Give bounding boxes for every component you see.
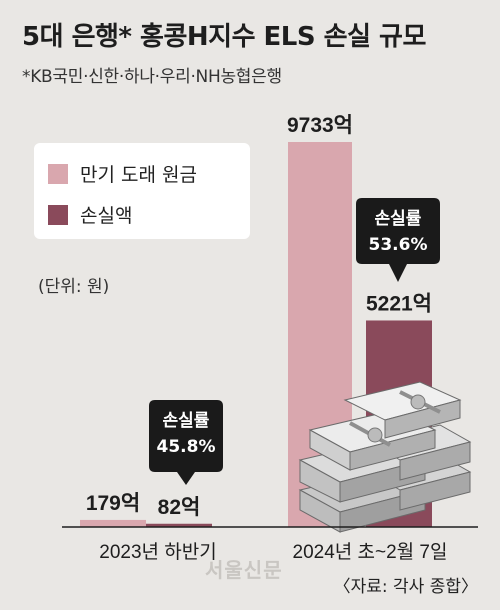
value-label-loss-0: 82억	[158, 496, 201, 519]
value-label-loss-1: 5221억	[366, 292, 432, 315]
legend-swatch-principal	[48, 163, 68, 184]
loss-rate-callout-0: 손실률 45.8%	[149, 400, 223, 485]
category-label-2024: 2024년 초~2월 7일	[293, 541, 448, 563]
source-credit: 〈자료: 각사 종합〉	[333, 577, 478, 597]
callout-label-1: 손실률	[375, 209, 422, 229]
money-stack-icon	[298, 381, 472, 533]
callout-bubble-0	[149, 400, 223, 485]
category-label-2023h2: 2023년 하반기	[99, 541, 216, 563]
legend-item-principal: 만기 도래 원금	[48, 160, 197, 187]
unit-label: (단위: 원)	[38, 277, 110, 297]
legend-swatch-loss	[48, 204, 68, 225]
bar-loss-0	[146, 523, 212, 527]
bar-principal-0	[80, 519, 146, 527]
value-label-principal-0: 179억	[86, 492, 140, 515]
legend-label-loss: 손실액	[80, 205, 133, 227]
callout-value-0: 45.8%	[157, 437, 216, 457]
legend: 만기 도래 원금 손실액	[34, 143, 250, 239]
page-title: 5대 은행* 홍콩H지수 ELS 손실 규모	[22, 22, 426, 52]
legend-item-loss: 손실액	[48, 201, 132, 228]
watermark-logo: 서울신문	[205, 558, 283, 582]
callout-label-0: 손실률	[163, 411, 210, 431]
loss-rate-callout-1: 손실률 53.6%	[356, 198, 440, 282]
legend-label-principal: 만기 도래 원금	[80, 164, 197, 186]
subtitle-footnote: *KB국민·신한·하나·우리·NH농협은행	[22, 67, 282, 87]
callout-value-1: 53.6%	[369, 235, 428, 255]
value-label-principal-1: 9733억	[287, 114, 353, 137]
callout-bubble-1	[356, 198, 440, 282]
